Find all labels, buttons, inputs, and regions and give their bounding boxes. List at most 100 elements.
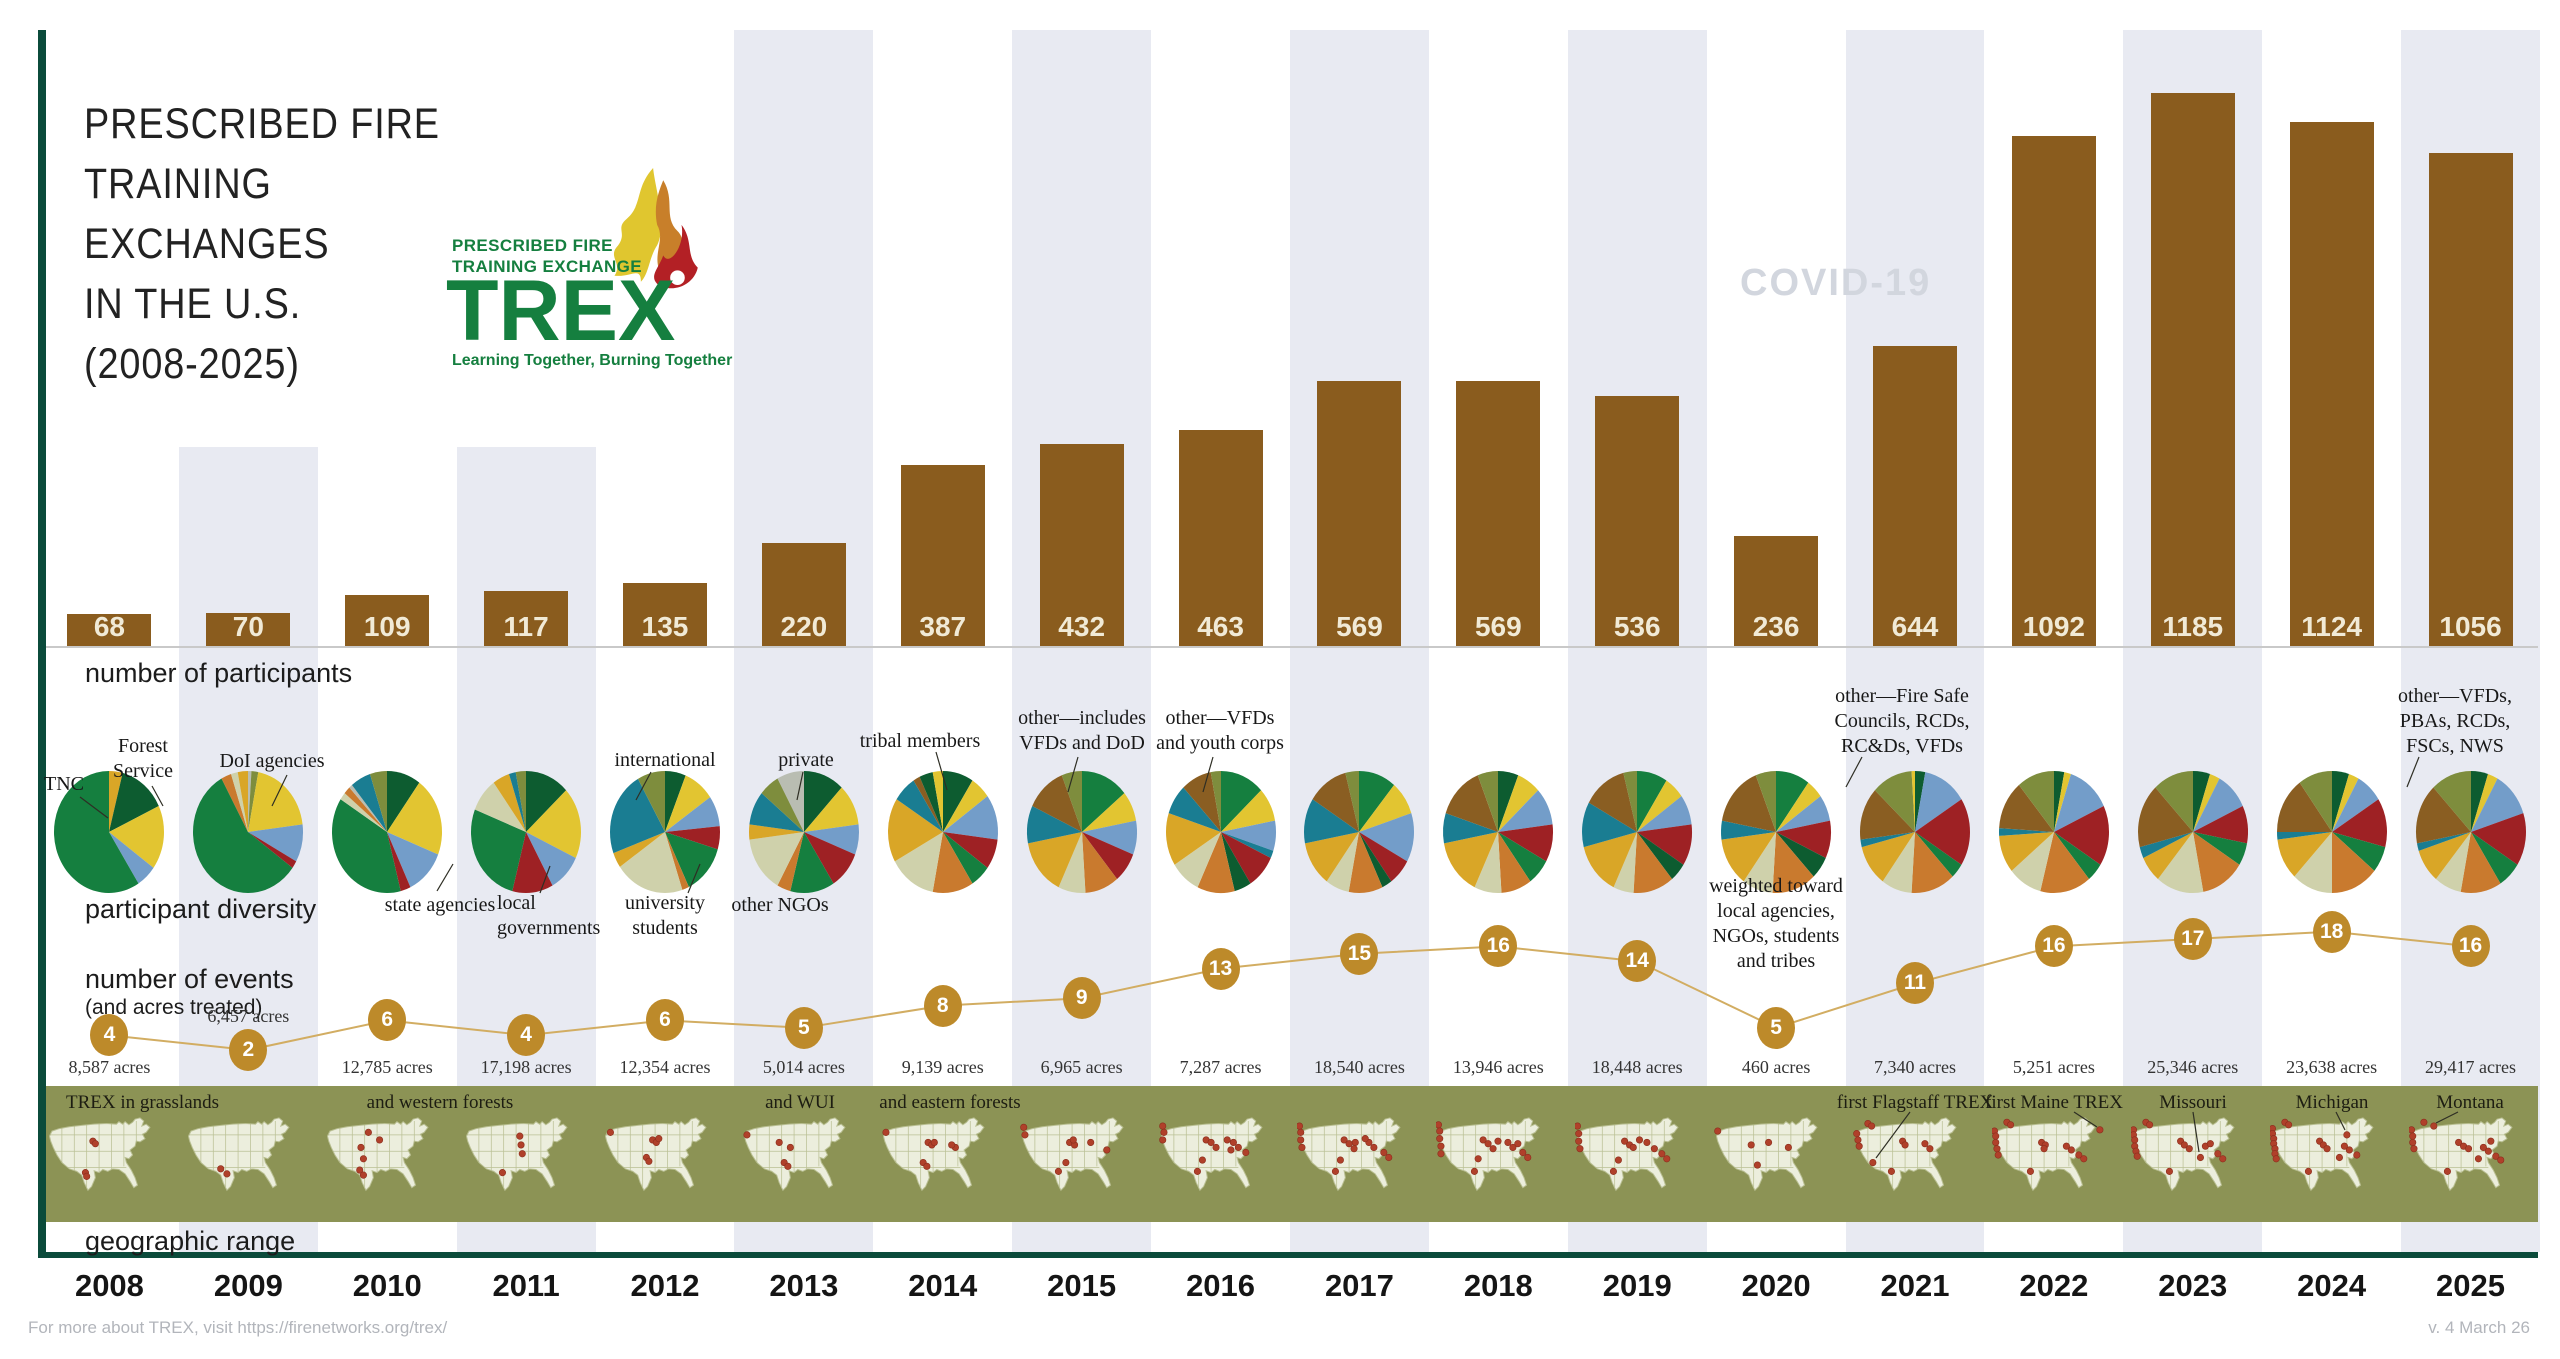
diversity-pie-2022	[1998, 771, 2109, 893]
left-border-rule	[38, 30, 46, 1258]
us-map-2012	[604, 1117, 707, 1192]
pie-annotation-3: state agencies	[384, 894, 496, 916]
diversity-pie-2018	[1443, 771, 1554, 893]
events-count-2020: 5	[1757, 1006, 1796, 1049]
acres-label-2024: 23,638 acres	[2286, 1057, 2378, 1077]
diversity-pie-2024	[2276, 771, 2387, 893]
participants-bar-2013	[761, 543, 846, 646]
us-map-2020	[1714, 1117, 1818, 1192]
participants-value-2023: 1185	[2162, 611, 2224, 642]
participants-bar-2010	[345, 595, 430, 646]
participants-value-2025: 1056	[2439, 611, 2502, 642]
page-title: PRESCRIBED FIRE TRAINING EXCHANGES IN TH…	[84, 94, 440, 394]
acres-label-2012: 12,354 acres	[619, 1057, 711, 1077]
events-count-2010: 6	[368, 999, 407, 1042]
footer-info-text: For more about TREX, visit https://firen…	[28, 1318, 448, 1337]
year-label-2020: 2020	[1741, 1268, 1811, 1303]
participants-bar-2018	[1456, 381, 1541, 646]
flame-leaf-icon	[613, 168, 698, 289]
diversity-pie-2010	[332, 771, 443, 893]
us-map-2025	[2408, 1117, 2513, 1192]
events-count-2011: 4	[507, 1014, 546, 1057]
diversity-pie-2014	[887, 771, 998, 893]
pie-annotation-4: local governments	[497, 892, 601, 939]
participants-bar-2025	[2428, 153, 2513, 646]
participants-value-2019: 536	[1613, 611, 1661, 642]
participants-bar-2022	[2011, 136, 2096, 646]
pie-annotation-9: tribal members	[859, 730, 981, 752]
pie-annotation-2: DoI agencies	[219, 750, 325, 772]
diversity-pie-2020	[1721, 771, 1832, 894]
participants-bar-2023	[2150, 93, 2235, 646]
section-label-geography: geographic range	[85, 1226, 296, 1256]
diversity-pie-2012	[609, 771, 720, 893]
us-map-2021	[1853, 1117, 1957, 1192]
events-count-2018: 16	[1479, 925, 1518, 968]
section-label-events: number of events	[85, 964, 294, 994]
us-map-2024	[2269, 1117, 2374, 1192]
pie-annotation-10: other—includes VFDs and DoD	[1018, 707, 1146, 754]
acres-label-2020: 460 acres	[1741, 1057, 1811, 1077]
events-count-2014: 8	[923, 984, 962, 1027]
diversity-pie-2016	[1165, 771, 1276, 893]
diversity-pie-2008	[54, 771, 165, 893]
participants-value-2009: 70	[232, 611, 264, 642]
acres-label-2015: 6,965 acres	[1040, 1057, 1123, 1077]
participants-value-2015: 432	[1058, 611, 1106, 642]
participants-value-2017: 569	[1336, 611, 1383, 642]
year-label-2010: 2010	[352, 1268, 422, 1303]
participants-bar-2014	[900, 465, 985, 646]
title-line: EXCHANGES	[84, 220, 330, 268]
footer-version-text: v. 4 March 26	[2428, 1318, 2530, 1337]
logo-eyebrow-line1: PRESCRIBED FIRE	[452, 236, 613, 255]
pie-annotation-13: weighted toward local agencies, NGOs, stud…	[1709, 875, 1843, 972]
diversity-pie-2025	[2415, 771, 2526, 893]
events-count-2023: 17	[2173, 918, 2212, 960]
logo-tagline: Learning Together, Burning Together	[452, 352, 733, 369]
map-annotation-3: and eastern forests	[879, 1092, 1021, 1113]
participants-bar-2012	[622, 583, 707, 646]
year-label-2017: 2017	[1324, 1268, 1394, 1303]
year-label-2024: 2024	[2297, 1268, 2367, 1303]
acres-label-2022: 5,251 acres	[2012, 1057, 2095, 1077]
participants-value-2018: 569	[1474, 611, 1522, 642]
us-map-2022	[1991, 1117, 2104, 1192]
us-map-2014	[882, 1117, 985, 1192]
us-map-2008	[49, 1117, 152, 1192]
map-annotation-0: TREX in grasslands	[66, 1092, 220, 1113]
events-count-2024: 18	[2312, 910, 2351, 953]
logo-wordmark: TREX	[446, 263, 676, 359]
pie-annotation-12: other—Fire Safe Councils, RCDs, RC&Ds, VFD…	[1834, 685, 1970, 757]
year-label-2008: 2008	[74, 1268, 144, 1303]
section-label-participants: number of participants	[85, 658, 353, 688]
map-annotation-2: and WUI	[765, 1092, 835, 1113]
pie-annotation-0: TNC	[44, 773, 84, 795]
events-count-2017: 15	[1340, 932, 1379, 975]
us-map-2018	[1436, 1117, 1540, 1192]
acres-label-2011: 17,198 acres	[480, 1057, 572, 1077]
covid-19-label: COVID-19	[1740, 262, 1932, 304]
diversity-pie-2019	[1582, 771, 1693, 894]
us-map-2009	[188, 1117, 290, 1192]
events-count-2022: 16	[2034, 925, 2073, 968]
acres-label-2023: 25,346 acres	[2147, 1057, 2239, 1077]
participants-value-2013: 220	[780, 611, 828, 642]
participants-bar-2017	[1317, 381, 1402, 646]
participants-bar-2008	[67, 614, 152, 646]
year-label-2013: 2013	[769, 1268, 839, 1303]
acres-label-2017: 18,540 acres	[1313, 1057, 1405, 1077]
year-label-2011: 2011	[492, 1268, 560, 1303]
events-count-2008: 4	[90, 1014, 129, 1057]
geographic-band	[46, 1086, 2538, 1222]
participants-bar-2021	[1872, 346, 1957, 646]
acres-label-2016: 7,287 acres	[1179, 1057, 1262, 1077]
participants-bar-2016	[1178, 430, 1263, 646]
year-label-2023: 2023	[2158, 1268, 2228, 1303]
acres-label-2014: 9,139 acres	[901, 1057, 984, 1077]
year-label-2009: 2009	[213, 1268, 283, 1303]
acres-label-2021: 7,340 acres	[1874, 1057, 1956, 1077]
year-label-2016: 2016	[1186, 1268, 1256, 1303]
map-annotation-7: Michigan	[2295, 1092, 2369, 1113]
map-annotation-8: Montana	[2436, 1092, 2504, 1113]
acres-label-2025: 29,417 acres	[2425, 1057, 2517, 1077]
